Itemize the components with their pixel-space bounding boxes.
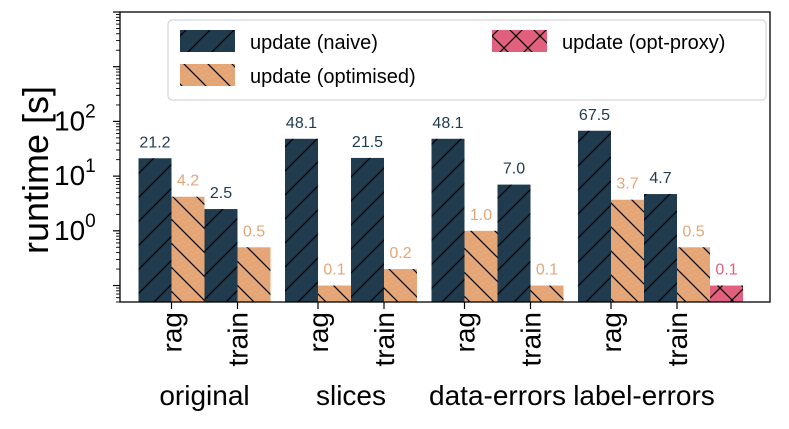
bar-hatch <box>677 247 710 302</box>
bar-value-label: 0.1 <box>323 262 345 279</box>
x-tick-label: train <box>223 312 254 366</box>
bar-hatch <box>710 285 743 302</box>
legend-entries: update (naive) update (optimised) update (… <box>180 30 725 88</box>
bar <box>171 196 205 302</box>
bar <box>431 138 465 302</box>
group-label: slices <box>316 380 386 411</box>
bar-hatch <box>138 158 172 302</box>
legend-swatch-hatch <box>180 64 235 86</box>
y-axis-label: runtime [s] <box>15 86 56 254</box>
bar <box>351 157 384 302</box>
x-tick-label: train <box>369 312 400 366</box>
bar <box>530 285 564 302</box>
bar <box>204 209 238 302</box>
group-label: original <box>159 380 249 411</box>
bar-value-label: 1.0 <box>470 207 492 224</box>
legend-label: update (naive) <box>250 32 378 54</box>
bars-layer <box>138 130 743 302</box>
bar-hatch <box>644 194 677 302</box>
y-tick-label: 100 <box>54 211 96 246</box>
legend-swatch-hatch <box>180 30 235 52</box>
x-tick-label: rag <box>596 312 627 352</box>
legend-entry: update (opt-proxy) <box>492 30 725 54</box>
bar-value-label: 4.2 <box>177 173 199 190</box>
bar-hatch <box>431 138 465 302</box>
bar <box>497 184 531 302</box>
bar <box>384 269 417 302</box>
bar <box>464 230 498 302</box>
bar-value-label: 21.2 <box>139 134 170 151</box>
legend-label: update (optimised) <box>250 66 416 88</box>
y-tick-exponent: 1 <box>85 156 96 177</box>
bar-value-label: 3.7 <box>616 176 638 193</box>
bar-hatch <box>285 138 318 302</box>
legend-label: update (opt-proxy) <box>562 32 725 54</box>
bar-hatch <box>611 199 644 302</box>
bar <box>138 158 172 302</box>
legend: update (naive) update (optimised) update (… <box>167 19 767 101</box>
x-tick-label: rag <box>303 312 334 352</box>
x-tick-label: rag <box>450 312 481 352</box>
bar-hatch <box>204 209 238 302</box>
bar-value-label: 0.5 <box>682 223 704 240</box>
bar-value-label: 2.5 <box>210 185 232 202</box>
legend-box <box>167 19 767 101</box>
bar-hatch <box>318 285 351 302</box>
bar <box>237 247 271 302</box>
bar <box>611 199 644 302</box>
bar-hatch <box>351 157 384 302</box>
x-tick-label: rag <box>157 312 188 352</box>
bar-hatch <box>497 184 531 302</box>
bar <box>578 130 611 302</box>
bar-value-label: 67.5 <box>579 107 610 124</box>
legend-entry: update (optimised) <box>180 64 416 88</box>
bar-value-label: 21.5 <box>352 134 383 151</box>
bar <box>644 194 677 302</box>
value-labels-layer: 21.2 2.5 48.1 21.5 48.1 7.0 67.5 4.7 4.2 0.5 0.1 0.… <box>139 107 737 279</box>
y-tick-label: 102 <box>54 101 96 136</box>
legend-entry: update (naive) <box>180 30 378 54</box>
bar-hatch <box>530 285 564 302</box>
bar <box>318 285 351 302</box>
bar-value-label: 0.2 <box>389 245 411 262</box>
bar-value-label: 0.1 <box>536 262 558 279</box>
bar-value-label: 48.1 <box>432 115 463 132</box>
bar-value-label: 4.7 <box>649 170 671 187</box>
bar-value-label: 48.1 <box>286 115 317 132</box>
y-tick-exponent: 2 <box>85 101 96 122</box>
x-tick-label: train <box>662 312 693 366</box>
bar-value-label: 0.1 <box>715 262 737 279</box>
bar-value-label: 0.5 <box>243 223 265 240</box>
bar-hatch <box>464 230 498 302</box>
legend-swatch-hatch <box>492 30 547 52</box>
bar <box>285 138 318 302</box>
y-tick-label: 101 <box>54 156 96 191</box>
bar <box>677 247 710 302</box>
x-tick-label: train <box>516 312 547 366</box>
bar <box>710 285 743 302</box>
plot-frame <box>119 11 771 303</box>
bar-hatch <box>237 247 271 302</box>
bar-hatch <box>171 196 205 302</box>
bar-hatch <box>384 269 417 302</box>
group-label: label-errors <box>573 380 715 411</box>
bar-hatch <box>578 130 611 302</box>
y-tick-exponent: 0 <box>85 211 96 232</box>
group-label: data-errors <box>429 380 566 411</box>
bar-value-label: 7.0 <box>503 161 525 178</box>
